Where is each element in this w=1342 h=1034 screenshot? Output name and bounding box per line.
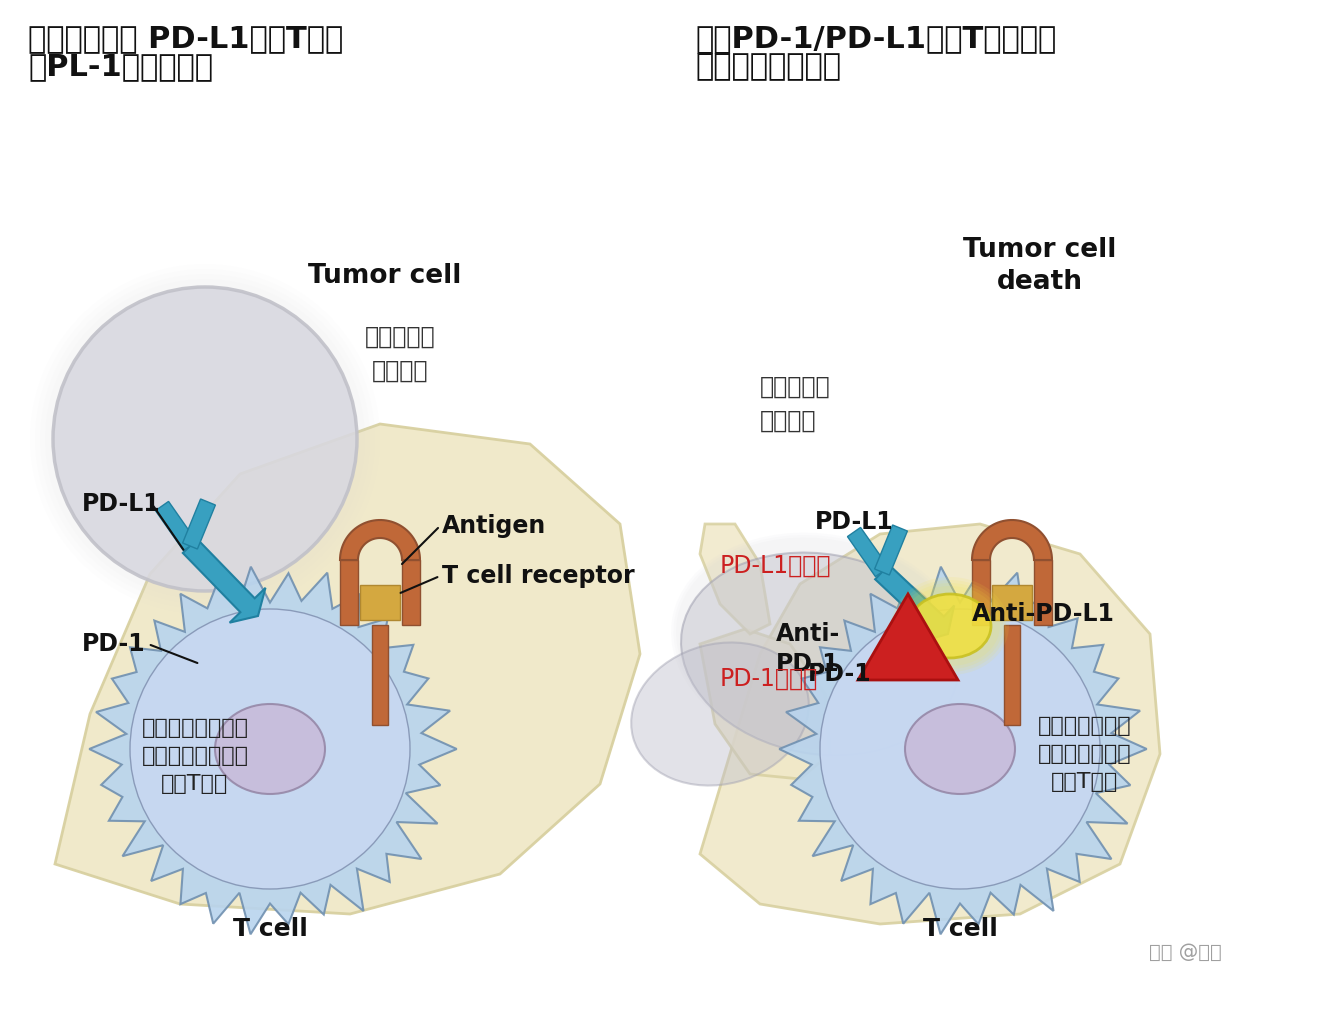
Ellipse shape (680, 552, 960, 756)
Text: 知乎 @翻于: 知乎 @翻于 (1149, 943, 1221, 962)
Circle shape (820, 609, 1100, 889)
Ellipse shape (674, 535, 966, 753)
Polygon shape (875, 525, 907, 575)
Text: PD-L1阻断剂: PD-L1阻断剂 (721, 554, 832, 578)
Text: PD-L1: PD-L1 (815, 510, 894, 534)
Ellipse shape (631, 642, 809, 786)
Circle shape (52, 287, 357, 591)
Ellipse shape (900, 586, 1000, 666)
Text: 的PL-1抑制其活性: 的PL-1抑制其活性 (28, 52, 213, 81)
Text: T cell receptor: T cell receptor (442, 564, 635, 588)
Polygon shape (701, 629, 829, 779)
Ellipse shape (215, 704, 325, 794)
Text: PD-1: PD-1 (82, 632, 146, 656)
Circle shape (130, 609, 411, 889)
Text: T cell: T cell (922, 917, 997, 941)
Polygon shape (701, 524, 770, 634)
Text: 阻断PD-1/PD-L1后，T细胞又可: 阻断PD-1/PD-L1后，T细胞又可 (695, 24, 1056, 53)
Polygon shape (701, 524, 1159, 924)
Text: PD-1: PD-1 (808, 662, 871, 686)
Ellipse shape (909, 594, 990, 658)
Polygon shape (183, 539, 266, 622)
Bar (972, 560, 990, 625)
Text: 以杀灭肿瘤细胞了: 以杀灭肿瘤细胞了 (695, 52, 841, 81)
Text: PD-L1: PD-L1 (82, 492, 161, 516)
Bar (340, 560, 358, 625)
Text: 肿瘤细胞通过 PD-L1结合T细胞: 肿瘤细胞通过 PD-L1结合T细胞 (28, 24, 344, 53)
Polygon shape (340, 520, 420, 560)
Ellipse shape (676, 538, 964, 751)
Ellipse shape (671, 533, 969, 756)
Text: 生机勃勃的
肿瘤细胞: 生机勃勃的 肿瘤细胞 (365, 326, 435, 383)
Bar (360, 585, 400, 620)
Polygon shape (847, 527, 888, 577)
Text: Antigen: Antigen (442, 514, 546, 538)
Bar (992, 585, 1032, 620)
Text: T cell: T cell (232, 917, 307, 941)
Polygon shape (780, 567, 1146, 935)
Text: Anti-
PD-1: Anti- PD-1 (776, 622, 840, 676)
Text: 奄奄一息的
肿瘤细胞: 奄奄一息的 肿瘤细胞 (760, 375, 831, 433)
Ellipse shape (891, 577, 1009, 675)
Text: Anti-PD-L1: Anti-PD-L1 (972, 602, 1115, 626)
Polygon shape (90, 567, 456, 935)
Text: Tumor cell: Tumor cell (309, 263, 462, 288)
Text: Tumor cell
death: Tumor cell death (964, 237, 1117, 295)
Bar (1033, 560, 1052, 625)
Text: 解除封印后重新
开始执行杀手任
务的T细胞: 解除封印后重新 开始执行杀手任 务的T细胞 (1039, 716, 1131, 792)
Ellipse shape (894, 580, 1006, 672)
Polygon shape (858, 594, 958, 680)
Ellipse shape (905, 704, 1015, 794)
Bar (372, 625, 388, 725)
Polygon shape (875, 565, 954, 642)
Bar (1004, 625, 1020, 725)
Polygon shape (972, 520, 1052, 560)
Text: PD-1阻断剂: PD-1阻断剂 (721, 667, 819, 691)
Text: 被肿瘤细胞封印了
的不好好干活的的
杀手T细胞: 被肿瘤细胞封印了 的不好好干活的的 杀手T细胞 (141, 718, 248, 794)
Polygon shape (55, 424, 640, 914)
Bar (403, 560, 420, 625)
Polygon shape (156, 501, 196, 550)
Polygon shape (183, 499, 216, 549)
Ellipse shape (896, 583, 1002, 669)
